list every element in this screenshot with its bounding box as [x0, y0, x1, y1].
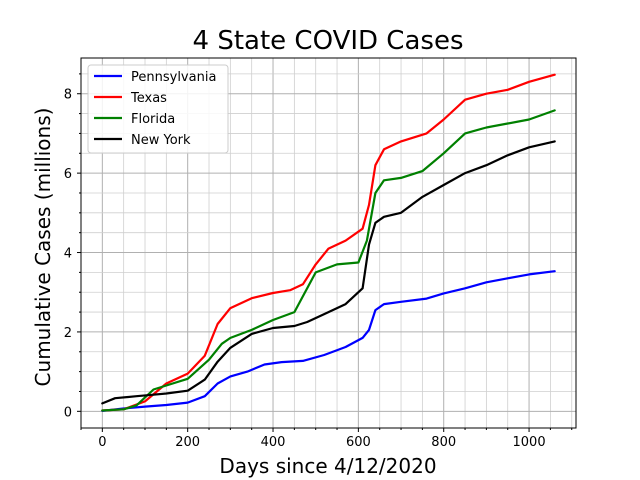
series-lines	[101, 73, 556, 412]
legend-label: New York	[131, 133, 191, 148]
legend-label: Texas	[130, 91, 167, 106]
x-axis-label: Days since 4/12/2020	[219, 454, 436, 478]
x-tick-label: 0	[98, 435, 106, 450]
y-tick-label: 2	[64, 326, 72, 341]
y-tick-label: 8	[64, 88, 72, 103]
series-line-florida	[101, 109, 556, 412]
y-tick-label: 4	[64, 247, 72, 262]
legend-box	[87, 64, 229, 154]
series-line-texas	[101, 73, 556, 412]
legend-label: Pennsylvania	[131, 70, 216, 85]
x-tick-label: 600	[346, 435, 371, 450]
axis-ticks: 0 200 400 600 800 1000 0 2 4 6 8	[64, 73, 573, 450]
legend: Pennsylvania Texas Florida New York	[87, 64, 229, 154]
x-tick-label: 1000	[513, 435, 546, 450]
y-tick-label: 0	[64, 405, 72, 420]
chart-title: 4 State COVID Cases	[193, 26, 464, 56]
x-tick-label: 400	[261, 435, 286, 450]
x-tick-label: 200	[175, 435, 200, 450]
plot-frame	[80, 57, 577, 429]
y-axis-label: Cumulative Cases (millions)	[31, 108, 55, 387]
series-line-new-york	[101, 140, 556, 405]
series-line-pennsylvania	[101, 270, 556, 412]
legend-label: Florida	[131, 112, 175, 127]
x-tick-label: 800	[431, 435, 456, 450]
y-tick-label: 6	[64, 167, 72, 182]
